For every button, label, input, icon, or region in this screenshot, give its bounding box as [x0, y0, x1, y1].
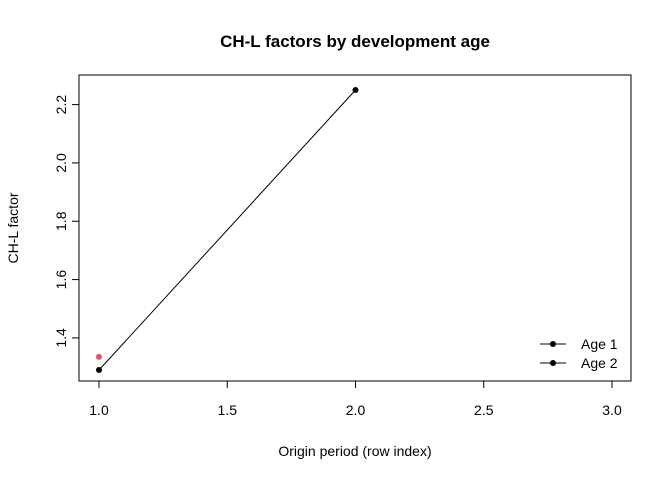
data-point [352, 87, 359, 93]
y-tick-label: 2.0 [53, 153, 69, 173]
legend: Age 1 Age 2 [540, 336, 618, 371]
data-point [96, 367, 102, 373]
y-tick-label: 1.6 [53, 270, 69, 290]
data-point [96, 353, 102, 360]
x-tick-label: 1.0 [89, 402, 109, 418]
x-tick-label: 2.0 [346, 402, 366, 418]
x-axis: 1.0 1.5 2.0 2.5 3.0 [89, 381, 622, 418]
y-tick-label: 1.8 [53, 211, 69, 231]
x-tick-label: 2.5 [474, 402, 494, 418]
x-tick-label: 1.5 [218, 402, 238, 418]
plot-box [78, 74, 632, 382]
y-axis-label: CH-L factor [5, 192, 21, 263]
legend-label: Age 1 [581, 336, 618, 352]
legend-marker [550, 360, 556, 366]
y-axis: 1.4 1.6 1.8 2.0 2.2 [53, 95, 79, 348]
legend-marker [550, 341, 556, 347]
x-axis-label: Origin period (row index) [278, 443, 431, 459]
legend-label: Age 2 [581, 355, 618, 371]
series-line [98, 89, 356, 371]
y-tick-label: 2.2 [53, 95, 69, 115]
x-tick-label: 3.0 [602, 402, 622, 418]
plot-area [96, 87, 359, 373]
y-tick-label: 1.4 [53, 328, 69, 348]
chart-title: CH-L factors by development age [220, 32, 490, 51]
